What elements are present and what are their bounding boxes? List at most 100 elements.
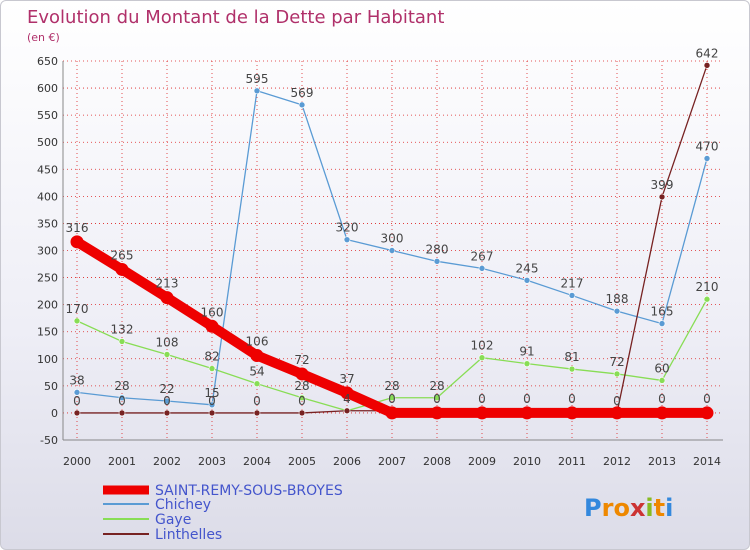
- data-label: 0: [433, 392, 441, 406]
- data-label: 28: [429, 379, 444, 393]
- data-label: 595: [246, 72, 269, 86]
- data-label: 0: [253, 394, 261, 408]
- data-label: 399: [651, 178, 674, 192]
- data-point: [343, 236, 351, 243]
- x-tick-label: 2003: [198, 455, 226, 468]
- data-label: 188: [606, 292, 629, 306]
- x-tick-label: 2009: [468, 455, 496, 468]
- data-label: 0: [568, 392, 576, 406]
- data-point: [208, 401, 216, 409]
- data-point: [703, 155, 711, 162]
- data-label: 0: [73, 394, 81, 408]
- data-point: [298, 101, 306, 109]
- data-point: [298, 409, 306, 417]
- logo-letter: t: [654, 494, 665, 522]
- data-point: [610, 406, 624, 420]
- data-point: [250, 349, 264, 363]
- y-tick-label: 100: [37, 353, 58, 366]
- data-label: 0: [388, 392, 396, 406]
- data-label: 642: [696, 46, 719, 60]
- data-point: [340, 386, 354, 400]
- data-point: [73, 389, 81, 396]
- data-point: [523, 360, 531, 367]
- data-point: [73, 409, 81, 417]
- data-label: 54: [249, 365, 264, 379]
- data-label: 106: [246, 335, 269, 349]
- y-tick-label: 250: [37, 272, 58, 285]
- data-label: 320: [336, 221, 359, 235]
- data-label: 300: [381, 232, 404, 246]
- data-label: 0: [613, 394, 621, 408]
- y-tick-label: 500: [37, 136, 58, 149]
- data-label: 0: [298, 394, 306, 408]
- data-point: [565, 406, 579, 420]
- data-point: [568, 292, 576, 299]
- data-label: 213: [156, 277, 179, 291]
- data-point: [118, 409, 126, 417]
- data-point: [163, 409, 171, 417]
- data-label: 0: [208, 394, 216, 408]
- data-label: 28: [294, 379, 309, 393]
- data-point: [658, 193, 666, 201]
- data-label: 28: [384, 379, 399, 393]
- data-point: [478, 265, 486, 272]
- data-label: 170: [66, 302, 89, 316]
- x-tick-label: 2002: [153, 455, 181, 468]
- data-point: [658, 320, 666, 327]
- legend-label: SAINT-REMY-SOUS-BROYES: [155, 483, 343, 499]
- proxiti-logo: Proxiti: [584, 494, 673, 522]
- data-label: 267: [471, 249, 494, 263]
- data-label: 82: [204, 350, 219, 364]
- data-point: [163, 351, 171, 358]
- data-point: [70, 235, 84, 249]
- data-point: [520, 406, 534, 420]
- data-label: 38: [69, 373, 84, 387]
- data-labels: 316 265 213 160 106 72 37 0 0 38 28 22 15 595 569 320 30…: [66, 46, 719, 408]
- data-point: [205, 319, 219, 333]
- logo-letter: i: [665, 494, 673, 522]
- data-point: [253, 409, 261, 417]
- y-tick-label: 450: [37, 163, 58, 176]
- data-label: 15: [204, 386, 219, 400]
- data-point: [433, 258, 441, 265]
- data-label: 569: [291, 86, 314, 100]
- data-point: [613, 370, 621, 378]
- x-tick-label: 2007: [378, 455, 406, 468]
- y-tick-label: -50: [40, 434, 58, 447]
- data-point: [118, 394, 126, 402]
- y-tick-label: 0: [51, 407, 58, 420]
- data-label: 470: [696, 139, 719, 153]
- data-point: [655, 406, 669, 420]
- data-label: 316: [66, 221, 89, 235]
- data-point: [658, 377, 666, 384]
- data-label: 0: [118, 394, 126, 408]
- data-label: 37: [339, 372, 354, 386]
- data-label: 0: [523, 392, 531, 406]
- x-tick-label: 2008: [423, 455, 451, 468]
- data-point: [208, 409, 216, 417]
- logo-letter: o: [613, 494, 630, 522]
- data-point: [115, 262, 129, 276]
- data-point: [703, 62, 711, 69]
- data-label: 0: [163, 394, 171, 408]
- data-label: 72: [609, 355, 624, 369]
- data-point: [295, 367, 309, 381]
- series-chichey: [73, 87, 711, 409]
- data-point: [613, 307, 621, 315]
- data-label: 160: [201, 305, 224, 319]
- chart-title: Evolution du Montant de la Dette par Hab…: [27, 7, 444, 28]
- data-label: 132: [111, 322, 134, 336]
- y-tick-label: 400: [37, 190, 58, 203]
- data-label: 0: [478, 392, 486, 406]
- data-label: 60: [654, 361, 669, 375]
- data-point: [703, 295, 711, 303]
- data-point: [253, 87, 261, 95]
- x-tick-label: 2013: [648, 455, 676, 468]
- data-label: 72: [294, 353, 309, 367]
- data-point: [73, 317, 81, 325]
- data-point: [385, 406, 399, 420]
- data-point: [388, 247, 396, 254]
- y-tick-label: 650: [37, 55, 58, 68]
